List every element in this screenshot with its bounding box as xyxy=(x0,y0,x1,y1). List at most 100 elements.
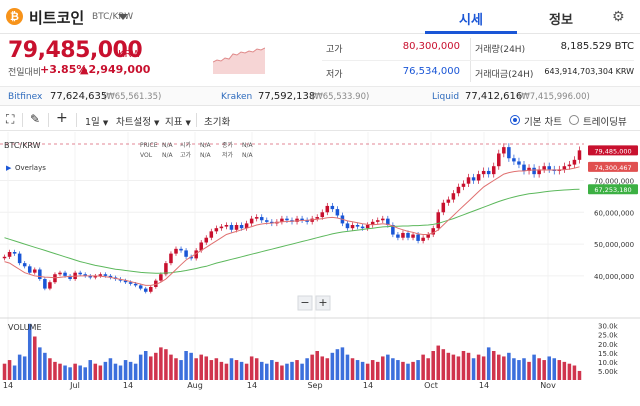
crosshair-icon[interactable]: + xyxy=(56,110,68,126)
price-chart[interactable]: 79,485,000 74,300,467 67,253,180 70,000,00… xyxy=(0,132,640,406)
candle-body xyxy=(517,161,521,165)
candle-body xyxy=(481,170,486,175)
coin-name[interactable]: 비트코인 xyxy=(29,9,85,27)
price-axis-label: 50,000,000 xyxy=(594,241,634,249)
summary-row-divider xyxy=(322,60,634,61)
volume-bar xyxy=(381,356,385,380)
price-unit: KRW xyxy=(118,49,141,60)
ohlc-readout: PRICE N/A 시가 N/A 종가 N/A VOL N/A 고가 N/A 저… xyxy=(140,141,254,159)
turnover-24h-value: 643,914,703,304 KRW xyxy=(544,67,634,76)
volume-bar xyxy=(406,363,410,380)
candle-body xyxy=(214,228,219,232)
chart-settings-dropdown[interactable]: 차트설정 ▼ xyxy=(116,114,159,128)
indicators-dropdown[interactable]: 지표 ▼ xyxy=(165,114,191,128)
volume-bar xyxy=(486,347,491,380)
turnover-24h-label: 거래대금(24H) xyxy=(475,70,534,80)
candle-body xyxy=(547,166,551,170)
volume-bar xyxy=(491,351,496,380)
zoom-in-button[interactable]: + xyxy=(315,295,331,311)
gear-icon[interactable]: ⚙ xyxy=(612,9,625,25)
x-axis-label: Aug xyxy=(187,381,203,390)
candle-body xyxy=(138,285,143,289)
volume-bar xyxy=(17,354,22,380)
exchange-krw: (₩65,533.90) xyxy=(311,92,370,102)
chevron-down-icon[interactable] xyxy=(118,14,128,20)
coin-pair: BTC/KRW xyxy=(92,12,134,22)
tab-info[interactable]: 정보 xyxy=(549,13,573,28)
high-value: 80,300,000 xyxy=(402,41,460,52)
volume-bar xyxy=(143,351,148,380)
chevron-down-icon: ▼ xyxy=(185,119,191,127)
volume-bars xyxy=(2,323,582,380)
volume-bar xyxy=(416,360,420,380)
x-axis-label: Sep xyxy=(307,381,322,390)
volume-bar xyxy=(128,361,133,380)
volume-bar xyxy=(113,363,118,380)
volume-bar xyxy=(194,358,198,380)
volume-bar xyxy=(184,351,188,380)
candle-body xyxy=(234,225,239,230)
tradingview-radio[interactable] xyxy=(569,115,579,125)
candle-body xyxy=(43,279,47,289)
volume-bar xyxy=(275,361,279,380)
zoom-out-button[interactable]: − xyxy=(297,295,313,311)
volume-bar xyxy=(350,358,355,380)
tab-quote[interactable]: 시세 xyxy=(459,13,483,28)
volume-bar xyxy=(320,356,325,380)
candle-body xyxy=(78,272,82,275)
x-axis-label: 14 xyxy=(479,381,489,390)
volume-bar xyxy=(73,363,77,380)
tradingview-label[interactable]: 트레이딩뷰 xyxy=(583,117,627,128)
basic-chart-radio[interactable] xyxy=(510,115,520,125)
candle-body xyxy=(345,223,350,229)
volume-bar xyxy=(98,365,103,380)
volume-bar xyxy=(249,356,254,380)
candle-body xyxy=(512,158,516,162)
ohlc-high-label: 고가 xyxy=(180,151,192,159)
candle-body xyxy=(98,274,103,276)
volume-bar xyxy=(88,360,93,380)
volume-bar xyxy=(63,365,67,380)
zoom-out-icon: − xyxy=(300,296,309,309)
volume-bar xyxy=(224,363,229,380)
overlays-label: Overlays xyxy=(15,164,46,172)
volume-bar xyxy=(355,360,360,380)
volume-bar xyxy=(411,361,415,380)
volume-bar xyxy=(27,323,32,380)
volume-bar xyxy=(532,354,536,380)
candle-body xyxy=(244,223,249,229)
candle-body xyxy=(209,231,214,238)
candle-body xyxy=(532,167,536,175)
candle-body xyxy=(204,237,209,243)
candle-body xyxy=(229,225,234,230)
fullscreen-icon[interactable]: ⛶ xyxy=(6,112,15,126)
volume-bar xyxy=(446,352,451,380)
volume-bar xyxy=(43,352,47,380)
candle-body xyxy=(456,186,461,194)
interval-label: 1일 xyxy=(85,117,100,128)
candle-body xyxy=(542,166,546,170)
price-axis-label: 40,000,000 xyxy=(594,273,634,281)
interval-dropdown[interactable]: 1일 ▼ xyxy=(85,114,108,128)
candle-body xyxy=(189,256,193,259)
price-axis-badges: 79,485,000 74,300,467 67,253,180 xyxy=(588,145,638,195)
ohlc-vol: N/A xyxy=(162,152,174,159)
volume-bar xyxy=(68,367,72,380)
candle-body xyxy=(350,225,355,229)
candle-body xyxy=(325,205,330,213)
candle-body xyxy=(355,225,360,227)
basic-chart-label[interactable]: 기본 차트 xyxy=(524,117,562,128)
candle-body xyxy=(63,272,67,276)
candle-body xyxy=(446,199,451,203)
pencil-icon[interactable]: ✎ xyxy=(30,112,41,126)
exchange-price-strip: Bitfinex 77,624,635 (₩65,561.35) Kraken … xyxy=(0,86,640,106)
candle-body xyxy=(103,274,108,276)
reset-button[interactable]: 초기화 xyxy=(204,117,231,128)
volume-bar xyxy=(83,367,87,380)
volume-bar xyxy=(174,358,178,380)
volume-bar xyxy=(103,361,108,380)
volume-24h-label: 거래량(24H) xyxy=(475,45,526,55)
candle-body xyxy=(421,237,425,241)
candle-body xyxy=(396,234,400,238)
volume-bar xyxy=(471,358,476,380)
